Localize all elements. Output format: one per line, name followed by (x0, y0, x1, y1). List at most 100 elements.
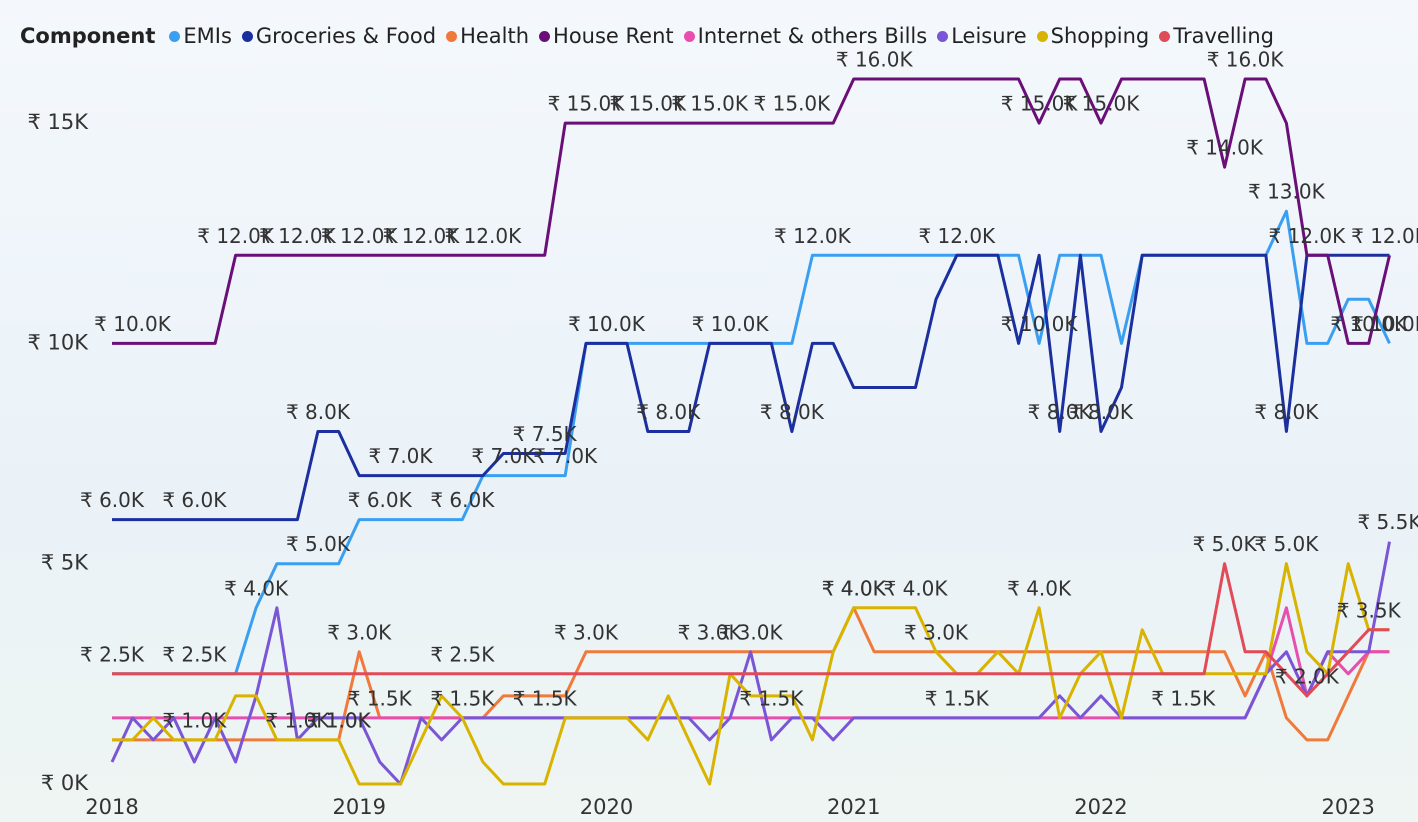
legend-item: Groceries & Food (241, 24, 437, 48)
data-label: ₹ 5.0K (1254, 532, 1319, 556)
data-label: ₹ 3.0K (554, 620, 619, 644)
legend-label: Leisure (951, 24, 1027, 48)
legend-label: Internet & others Bills (697, 24, 928, 48)
series-line (112, 253, 1390, 522)
data-label: ₹ 7.0K (369, 444, 434, 468)
data-label: ₹ 12.0K (444, 224, 522, 248)
data-label: ₹ 8.0K (760, 400, 825, 424)
data-label: ₹ 8.0K (636, 400, 701, 424)
data-label: ₹ 4.0K (884, 576, 949, 600)
data-label: ₹ 7.5K (513, 422, 578, 446)
legend-item: Shopping (1036, 24, 1150, 48)
data-label: ₹ 15.0K (754, 92, 832, 116)
legend-dot (241, 30, 253, 42)
series-line (112, 562, 1390, 698)
data-label: ₹ 1.5K (925, 686, 990, 710)
legend-label: House Rent (553, 24, 674, 48)
data-label: ₹ 12.0K (918, 224, 996, 248)
data-label: ₹ 6.0K (430, 488, 495, 512)
data-label: ₹ 6.0K (348, 488, 413, 512)
legend-dot (1159, 30, 1171, 42)
data-label: ₹ 3.0K (719, 620, 784, 644)
data-label: ₹ 4.0K (224, 576, 289, 600)
data-label: ₹ 1.5K (348, 686, 413, 710)
data-label: ₹ 1.0K (307, 708, 372, 732)
legend-dot (1036, 30, 1048, 42)
data-label: ₹ 2.5K (80, 642, 145, 666)
data-label: ₹ 2.5K (430, 642, 495, 666)
data-label: ₹ 14.0K (1186, 136, 1264, 160)
data-label: ₹ 1.0K (265, 708, 330, 732)
data-label: ₹ 2.0K (1275, 664, 1340, 688)
data-label: ₹ 8.0K (1028, 400, 1093, 424)
data-label: ₹ 6.0K (80, 488, 145, 512)
data-label: ₹ 6.0K (162, 488, 227, 512)
legend-item: EMIs (169, 24, 232, 48)
y-tick-label: ₹ 5K (41, 551, 89, 575)
y-tick-label: ₹ 0K (41, 771, 89, 795)
x-tick-label: 2018 (85, 795, 138, 819)
legend-dot (169, 30, 181, 42)
data-label: ₹ 8.0K (1069, 400, 1134, 424)
data-label: ₹ 1.0K (307, 708, 372, 732)
data-label: ₹ 13.0K (1248, 180, 1326, 204)
data-label: ₹ 7.0K (533, 444, 598, 468)
data-label: ₹ 16.0K (1207, 48, 1285, 72)
data-label: ₹ 15.0K (609, 92, 687, 116)
data-label: ₹ 12.0K (259, 224, 337, 248)
data-label: ₹ 4.0K (1007, 576, 1072, 600)
x-tick-label: 2022 (1074, 795, 1127, 819)
data-label: ₹ 5.0K (1193, 532, 1258, 556)
legend-label: Health (460, 24, 530, 48)
data-label: ₹ 8.0K (286, 400, 351, 424)
data-label: ₹ 3.0K (904, 620, 969, 644)
legend-item: Health (446, 24, 529, 48)
series-line (110, 541, 1391, 786)
data-label: ₹ 15.0K (1001, 92, 1079, 116)
legend-label: Groceries & Food (255, 24, 437, 48)
data-label: ₹ 1.5K (739, 686, 804, 710)
legend-dot (683, 30, 695, 42)
data-label: ₹ 10.0K (1330, 312, 1408, 336)
legend-label: EMIs (183, 24, 232, 48)
x-tick-label: 2020 (580, 795, 633, 819)
legend-dot (446, 30, 458, 42)
data-label: ₹ 1.5K (1151, 686, 1216, 710)
data-label: ₹ 12.0K (383, 224, 461, 248)
y-tick-label: ₹ 15K (27, 110, 89, 134)
data-label: ₹ 3.5K (1337, 598, 1402, 622)
data-label: ₹ 3.0K (327, 620, 392, 644)
data-label: ₹ 12.0K (197, 224, 275, 248)
data-label: ₹ 2.5K (162, 642, 227, 666)
data-label: ₹ 5.0K (286, 532, 351, 556)
legend-label: Shopping (1050, 24, 1150, 48)
data-label: ₹ 15.0K (548, 92, 626, 116)
legend: Component EMIs Groceries & Food Health Hous… (20, 24, 1274, 48)
legend-item: House Rent (539, 24, 674, 48)
data-label: ₹ 7.0K (471, 444, 536, 468)
data-label: ₹ 12.0K (321, 224, 399, 248)
data-label: ₹ 10.0K (1351, 312, 1418, 336)
series-line (112, 209, 1391, 676)
data-label: ₹ 4.0K (822, 576, 887, 600)
data-label: ₹ 1.0K (162, 708, 227, 732)
legend-title: Component (20, 24, 156, 48)
legend-item: Travelling (1159, 24, 1274, 48)
data-label: ₹ 15.0K (1063, 92, 1141, 116)
data-label: ₹ 16.0K (836, 48, 914, 72)
x-tick-label: 2023 (1321, 795, 1374, 819)
data-label: ₹ 8.0K (1254, 400, 1319, 424)
data-label: ₹ 10.0K (1001, 312, 1079, 336)
data-label: ₹ 3.0K (678, 620, 743, 644)
legend-dot (937, 30, 949, 42)
x-tick-label: 2019 (333, 795, 386, 819)
data-label: ₹ 10.0K (692, 312, 770, 336)
data-label: ₹ 1.5K (513, 686, 578, 710)
data-label: ₹ 10.0K (94, 312, 172, 336)
y-tick-label: ₹ 10K (27, 330, 89, 354)
data-label: ₹ 12.0K (1269, 224, 1347, 248)
data-label: ₹ 15.0K (671, 92, 749, 116)
data-label: ₹ 4.0K (822, 576, 887, 600)
